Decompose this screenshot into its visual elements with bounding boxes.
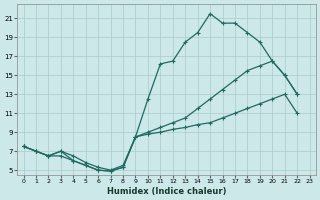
X-axis label: Humidex (Indice chaleur): Humidex (Indice chaleur)	[107, 187, 226, 196]
